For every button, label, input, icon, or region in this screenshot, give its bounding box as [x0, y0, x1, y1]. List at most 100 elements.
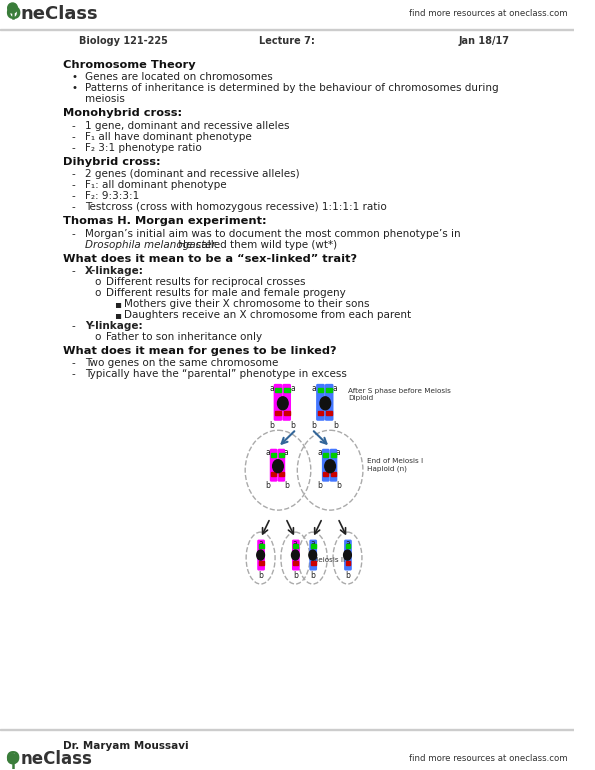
FancyBboxPatch shape — [309, 540, 317, 571]
Bar — [271, 472, 276, 476]
Text: 2 genes (dominant and recessive alleles): 2 genes (dominant and recessive alleles) — [85, 169, 299, 179]
Bar — [293, 544, 298, 548]
Text: Two genes on the same chromosome: Two genes on the same chromosome — [85, 358, 278, 368]
Text: Drosophila melanogaster.: Drosophila melanogaster. — [85, 239, 218, 249]
Text: b: b — [265, 481, 270, 490]
Ellipse shape — [273, 460, 283, 473]
FancyBboxPatch shape — [277, 449, 285, 482]
Circle shape — [8, 754, 17, 764]
Text: a: a — [265, 448, 270, 457]
Bar — [318, 411, 323, 415]
Text: a: a — [336, 448, 341, 457]
Bar — [326, 411, 332, 415]
Text: -: - — [71, 370, 75, 380]
Ellipse shape — [344, 550, 351, 560]
Text: Daughters receive an X chromosome from each parent: Daughters receive an X chromosome from e… — [124, 310, 411, 320]
Text: Testcross (cross with homozygous recessive) 1:1:1:1 ratio: Testcross (cross with homozygous recessi… — [85, 203, 387, 213]
Ellipse shape — [277, 397, 288, 410]
Text: Lecture 7:: Lecture 7: — [259, 36, 315, 46]
Bar — [0, 29, 574, 30]
Bar — [323, 454, 328, 457]
Bar — [279, 454, 284, 457]
Bar — [284, 388, 290, 393]
Text: ▪: ▪ — [114, 299, 121, 309]
Text: a: a — [318, 448, 322, 457]
Bar — [271, 454, 276, 457]
Text: b: b — [290, 421, 295, 430]
Text: Patterns of inheritance is determined by the behaviour of chromosomes during: Patterns of inheritance is determined by… — [85, 83, 499, 93]
Text: Thomas H. Morgan experiment:: Thomas H. Morgan experiment: — [62, 216, 267, 226]
Text: Jan 18/17: Jan 18/17 — [459, 36, 509, 46]
Ellipse shape — [309, 550, 317, 560]
Bar — [331, 472, 336, 476]
Text: Different results for male and female progeny: Different results for male and female pr… — [106, 288, 346, 298]
Text: What does it mean for genes to be linked?: What does it mean for genes to be linked… — [62, 346, 336, 356]
Text: F₂ 3:1 phenotype ratio: F₂ 3:1 phenotype ratio — [85, 142, 202, 152]
Text: Morgan’s initial aim was to document the most common phenotype’s in: Morgan’s initial aim was to document the… — [85, 229, 461, 239]
Text: b: b — [345, 571, 350, 580]
Text: b: b — [310, 571, 315, 580]
Ellipse shape — [292, 550, 299, 560]
FancyBboxPatch shape — [282, 384, 291, 420]
Text: Biology 121-225: Biology 121-225 — [79, 36, 168, 46]
Text: End of Meiosis I
Haploid (n): End of Meiosis I Haploid (n) — [367, 458, 423, 472]
Text: Meiosis II: Meiosis II — [312, 557, 345, 563]
Bar — [0, 728, 574, 768]
Text: O: O — [5, 750, 20, 768]
Bar — [0, 0, 574, 30]
Text: b: b — [258, 571, 263, 580]
Text: Mothers give their X chromosome to their sons: Mothers give their X chromosome to their… — [124, 299, 369, 309]
Text: •: • — [71, 83, 77, 93]
Text: Different results for reciprocal crosses: Different results for reciprocal crosses — [106, 277, 306, 287]
Text: find more resources at oneclass.com: find more resources at oneclass.com — [409, 755, 568, 763]
FancyBboxPatch shape — [316, 384, 325, 420]
Text: a: a — [258, 539, 263, 548]
Text: -: - — [71, 229, 75, 239]
Text: Dr. Maryam Moussavi: Dr. Maryam Moussavi — [62, 741, 189, 751]
Ellipse shape — [320, 397, 331, 410]
Bar — [318, 388, 323, 393]
FancyBboxPatch shape — [270, 449, 277, 482]
Text: F₁: all dominant phenotype: F₁: all dominant phenotype — [85, 180, 227, 190]
Bar — [0, 728, 574, 730]
Bar — [311, 561, 315, 565]
Text: ▪: ▪ — [114, 310, 121, 320]
Text: a: a — [333, 384, 338, 393]
Text: -: - — [71, 203, 75, 213]
Text: b: b — [312, 421, 317, 430]
Bar — [275, 388, 281, 393]
Text: neClass: neClass — [20, 750, 92, 768]
Text: b: b — [284, 481, 289, 490]
Text: Dihybrid cross:: Dihybrid cross: — [62, 157, 161, 167]
Text: b: b — [293, 571, 298, 580]
FancyBboxPatch shape — [325, 384, 333, 420]
Text: What does it mean to be a “sex-linked” trait?: What does it mean to be a “sex-linked” t… — [62, 253, 357, 263]
Text: -: - — [71, 266, 75, 276]
Text: o: o — [95, 288, 101, 298]
Text: He called them wild type (wt*): He called them wild type (wt*) — [176, 239, 337, 249]
Text: After S phase before Meiosis
Diploid: After S phase before Meiosis Diploid — [349, 388, 452, 401]
Bar — [259, 544, 264, 548]
Text: Genes are located on chromosomes: Genes are located on chromosomes — [85, 72, 273, 82]
Text: -: - — [71, 180, 75, 190]
Bar — [323, 472, 328, 476]
Text: find more resources at oneclass.com: find more resources at oneclass.com — [409, 9, 568, 18]
Circle shape — [8, 3, 17, 13]
Text: b: b — [333, 421, 338, 430]
Text: Typically have the “parental” phenotype in excess: Typically have the “parental” phenotype … — [85, 370, 347, 380]
Text: a: a — [284, 448, 289, 457]
Text: -: - — [71, 358, 75, 368]
Bar — [346, 544, 350, 548]
Text: -: - — [71, 169, 75, 179]
Text: a: a — [312, 384, 317, 393]
FancyBboxPatch shape — [322, 449, 330, 482]
Text: F₁ all have dominant phenotype: F₁ all have dominant phenotype — [85, 132, 252, 142]
Text: o: o — [95, 332, 101, 342]
Text: O: O — [5, 5, 20, 23]
Text: a: a — [293, 539, 298, 548]
Text: -: - — [71, 132, 75, 142]
Bar — [259, 561, 264, 565]
Bar — [284, 411, 290, 415]
Text: a: a — [270, 384, 274, 393]
Bar — [293, 561, 298, 565]
